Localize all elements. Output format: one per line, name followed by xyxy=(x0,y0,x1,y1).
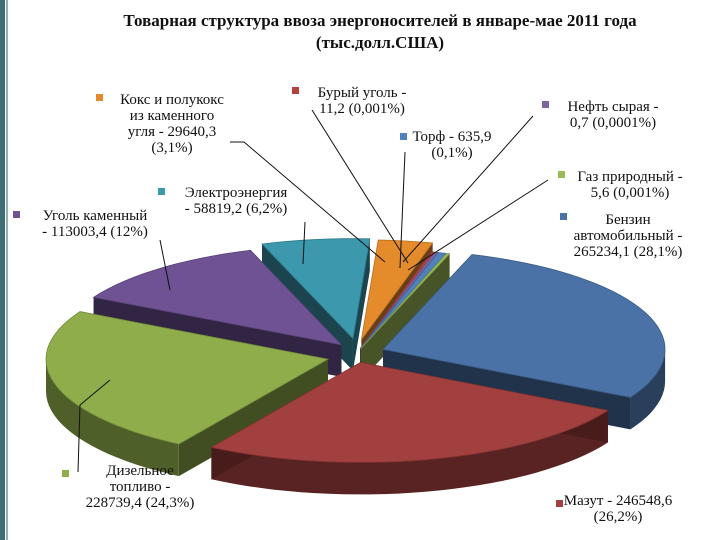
leader-line-газ-природный xyxy=(407,179,549,271)
legend-marker-бурый-уголь xyxy=(292,87,299,94)
slice-label-line: Дизельное xyxy=(106,463,174,479)
legend-marker-уголь-каменный xyxy=(13,211,20,218)
slice-label-line: Кокс и полукокс xyxy=(120,92,224,108)
slice-кокс-и-полукокс-из-каменного-угля xyxy=(361,239,434,341)
chart-title-line-2: (тыс.долл.США) xyxy=(315,33,445,52)
slice-электроэнергия xyxy=(261,238,371,340)
slice-label-торф: Торф - 635,9 (0,1%) xyxy=(413,129,492,161)
slice-label-line: 5,6 (0,001%) xyxy=(591,185,670,201)
slice-label-line: Электроэнергия xyxy=(185,185,288,201)
slice-labels: Бензин автомобильный -265234,1 (28,1%) Маз… xyxy=(13,85,683,525)
slice-label-нефть-сырая: Нефть сырая -0,7 (0,0001%) xyxy=(567,99,658,131)
slice-label-бурый-уголь: Бурый уголь -11,2 (0,001%) xyxy=(318,85,407,117)
slice-label-line: топливо - xyxy=(110,479,171,495)
leader-line-кокс-и-полукокс-из-каменного-угля xyxy=(230,141,386,263)
leader-line-дизельное-топливо xyxy=(77,379,111,473)
slide-accent-bar xyxy=(0,0,5,540)
legend-marker-дизельное-топливо xyxy=(62,470,69,477)
slice-side-мазут xyxy=(211,410,608,495)
slice-label-line: - 113003,4 (12%) xyxy=(42,224,148,240)
slice-label-газ-природный: Газ природный -5,6 (0,001%) xyxy=(577,169,682,201)
slice-label-line: Уголь каменный xyxy=(43,208,148,224)
slice-label-line: угля - 29640,3 xyxy=(128,124,217,140)
slice-уголь-каменный xyxy=(92,249,343,346)
slice-label-line: из каменного xyxy=(130,108,214,124)
slice-label-дизельное-топливо: Дизельное топливо -228739,4 (24,3%) xyxy=(86,463,195,511)
legend-marker-торф xyxy=(400,133,407,140)
slice-label-line: Бензин xyxy=(605,212,650,228)
leader-line-торф xyxy=(399,151,406,269)
slice-label-уголь-каменный: Уголь каменный - 113003,4 (12%) xyxy=(42,208,148,240)
slice-side-бензин-автомобильный xyxy=(630,349,666,430)
slide-accent-stripe xyxy=(6,0,8,540)
slice-label-line: Бурый уголь - xyxy=(318,85,407,101)
pie-slices xyxy=(45,238,666,463)
slice-label-электроэнергия: Электроэнергия - 58819,2 (6,2%) xyxy=(185,185,288,217)
slice-label-line: 11,2 (0,001%) xyxy=(319,101,405,117)
slice-label-line: Нефть сырая - xyxy=(567,99,658,115)
leader-line-уголь-каменный xyxy=(159,239,171,291)
slice-label-line: 265234,1 (28,1%) xyxy=(574,244,683,260)
legend-marker-мазут xyxy=(556,500,563,507)
leader-line-электроэнергия xyxy=(302,221,306,265)
slice-label-line: автомобильный - xyxy=(574,228,683,244)
legend-marker-нефть-сырая xyxy=(542,101,549,108)
slice-мазут xyxy=(210,361,609,463)
slice-label-line: Газ природный - xyxy=(577,169,682,185)
legend-marker-кокс-и-полукокс-из-каменного-угля xyxy=(96,94,103,101)
leader-line-нефть-сырая xyxy=(402,115,534,263)
slice-label-line: (3,1%) xyxy=(151,140,192,156)
slice-label-line: - 58819,2 (6,2%) xyxy=(185,201,287,217)
slice-label-line: Торф - 635,9 xyxy=(413,129,492,145)
chart-title: Товарная структура ввоза энергоносителей… xyxy=(60,10,700,54)
legend-marker-бензин-автомобильный xyxy=(560,213,567,220)
slice-бензин-автомобильный xyxy=(382,254,666,398)
legend-marker-газ-природный xyxy=(558,171,565,178)
slice-wall-электроэнергия-1 xyxy=(352,238,370,371)
slice-label-мазут: Мазут - 246548,6 (26,2%) xyxy=(564,493,673,525)
slice-side-дизельное-топливо xyxy=(46,359,179,477)
slice-газ-природный xyxy=(360,253,451,349)
slice-label-бензин-автомобильный: Бензин автомобильный -265234,1 (28,1%) xyxy=(574,212,683,260)
slice-label-line: 228739,4 (24,3%) xyxy=(86,495,195,511)
leader-line-бурый-уголь xyxy=(311,109,409,264)
slice-label-line: (0,1%) xyxy=(431,145,472,161)
chart-title-line-1: Товарная структура ввоза энергоносителей… xyxy=(123,11,637,30)
slice-дизельное-топливо xyxy=(45,311,330,445)
slice-label-line: 0,7 (0,0001%) xyxy=(570,115,656,131)
legend-marker-электроэнергия xyxy=(158,188,165,195)
slice-label-line: (26,2%) xyxy=(594,509,643,525)
slice-label-кокс-и-полукокс-из-каменного-угля: Кокс и полукокс из каменного угля - 29640,… xyxy=(120,92,224,156)
slice-label-line: Мазут - 246548,6 xyxy=(564,493,673,509)
